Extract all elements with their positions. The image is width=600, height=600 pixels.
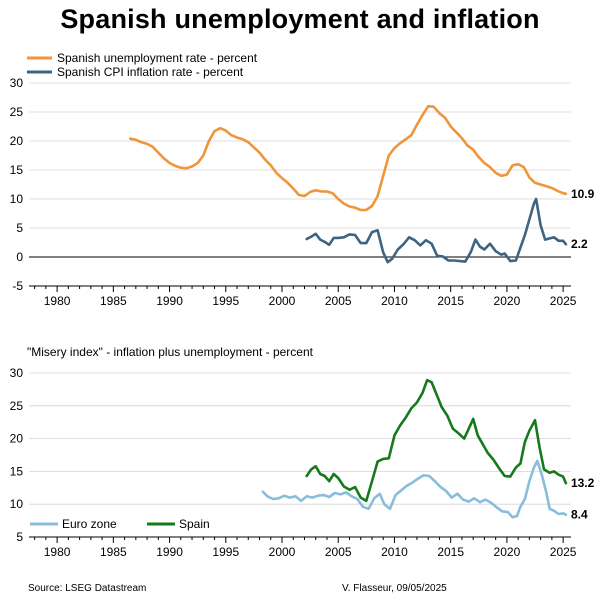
y-tick-label: 25 <box>10 105 24 119</box>
series-line-euro-zone <box>261 459 568 519</box>
legend-label-euro-zone: Euro zone <box>62 517 117 531</box>
x-tick-label: 2010 <box>381 545 408 559</box>
y-tick-label: 5 <box>16 530 23 544</box>
series-line-unemployment <box>128 104 568 212</box>
y-tick-label: 10 <box>10 192 24 206</box>
y-tick-label: 15 <box>10 464 24 478</box>
y-tick-label: 0 <box>16 250 23 264</box>
chart-title: Spanish unemployment and inflation <box>60 4 540 34</box>
y-tick-label: 20 <box>10 432 24 446</box>
x-tick-label: 2020 <box>494 294 521 308</box>
x-tick-label: 2025 <box>550 294 577 308</box>
x-tick-label: 2010 <box>381 294 408 308</box>
x-tick-label: 2005 <box>325 545 352 559</box>
legend-label-cpi: Spanish CPI inflation rate - percent <box>57 65 244 79</box>
y-tick-label: -5 <box>12 279 23 293</box>
x-tick-label: 2015 <box>437 294 464 308</box>
legend-label-unemployment: Spanish unemployment rate - percent <box>57 51 258 65</box>
author-credit: V. Flasseur, 09/05/2025 <box>342 583 447 594</box>
end-label-euro-zone: 8.4 <box>571 508 588 522</box>
x-tick-label: 2000 <box>269 545 296 559</box>
y-tick-label: 30 <box>10 366 24 380</box>
y-tick-label: 20 <box>10 134 24 148</box>
series-line-spain <box>305 378 568 503</box>
legend-label-spain: Spain <box>179 517 210 531</box>
x-tick-label: 2015 <box>437 545 464 559</box>
end-label-spain: 13.2 <box>571 476 595 490</box>
end-label-cpi: 2.2 <box>571 237 588 251</box>
end-label-unemployment: 10.9 <box>571 187 595 201</box>
chart-subtitle: "Misery index" - inflation plus unemploy… <box>27 345 314 359</box>
x-tick-label: 1990 <box>156 294 183 308</box>
x-tick-label: 2000 <box>269 294 296 308</box>
bottom-chart-panel: "Misery index" - inflation plus unemploy… <box>10 345 595 559</box>
x-tick-label: 2005 <box>325 294 352 308</box>
y-tick-label: 25 <box>10 399 24 413</box>
x-tick-label: 1985 <box>100 294 127 308</box>
y-tick-label: 15 <box>10 163 24 177</box>
x-tick-label: 1995 <box>212 545 239 559</box>
y-tick-label: 30 <box>10 76 24 90</box>
x-tick-label: 1990 <box>156 545 183 559</box>
x-tick-label: 1980 <box>44 294 71 308</box>
series-line-cpi <box>305 197 568 264</box>
y-tick-label: 10 <box>10 497 24 511</box>
x-tick-label: 1980 <box>44 545 71 559</box>
source-note: Source: LSEG Datastream <box>28 583 147 594</box>
x-tick-label: 1995 <box>212 294 239 308</box>
x-tick-label: 2020 <box>494 545 521 559</box>
x-tick-label: 2025 <box>550 545 577 559</box>
y-tick-label: 5 <box>16 221 23 235</box>
x-tick-label: 1985 <box>100 545 127 559</box>
